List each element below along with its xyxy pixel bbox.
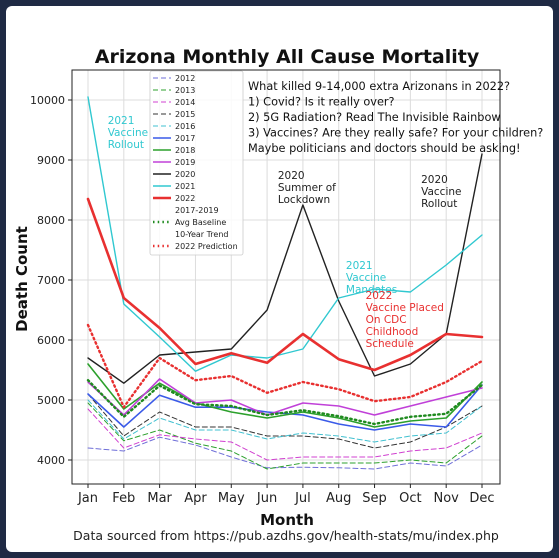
x-tick-label: Oct <box>399 491 421 506</box>
legend-label: 2015 <box>175 110 195 119</box>
legend-label: 2017 <box>175 134 195 143</box>
series-line <box>87 153 483 384</box>
commentary-line: 1) Covid? Is it really over? <box>248 96 395 109</box>
annotation-label: Rollout <box>108 139 144 151</box>
x-tick-label: Apr <box>184 491 207 506</box>
annotation-label: 2022 <box>366 290 393 302</box>
series-line <box>87 436 483 470</box>
series-line <box>87 96 483 372</box>
y-tick-label: 8000 <box>37 214 65 227</box>
y-tick-label: 7000 <box>37 274 65 287</box>
y-axis-ticks: 4000 5000 6000 7000 8000 9000 10000 <box>30 94 72 467</box>
x-tick-label: Dec <box>469 491 494 506</box>
annotation-label: Vaccine Placed <box>366 302 444 314</box>
legend-label: 2013 <box>175 86 195 95</box>
y-tick-label: 6000 <box>37 334 65 347</box>
annotation-label: Schedule <box>366 338 414 350</box>
y-tick-label: 5000 <box>37 394 65 407</box>
legend-label: 2020 <box>175 170 195 179</box>
legend-label: 2016 <box>175 122 195 131</box>
series-line <box>87 399 483 443</box>
series-line <box>86 197 484 372</box>
x-tick-label: Jan <box>77 491 98 506</box>
legend-label: 2019 <box>175 158 195 167</box>
legend-label: 2014 <box>175 98 195 107</box>
annotation-label: 2021 <box>346 260 373 272</box>
series-line <box>87 378 483 416</box>
legend-label: 10-Year Trend <box>175 230 229 239</box>
legend-label: 2022 <box>175 194 195 203</box>
commentary-text: What killed 9-14,000 extra Arizonans in … <box>248 80 543 155</box>
y-tick-label: 10000 <box>30 94 65 107</box>
x-tick-label: Sep <box>362 491 387 506</box>
commentary-line: Maybe politicians and doctors should be … <box>248 142 521 155</box>
x-axis-label: Month <box>260 511 314 529</box>
series-line <box>87 408 483 461</box>
annotation-label: 2020 <box>421 174 448 186</box>
commentary-line: 3) Vaccines? Are they really safe? For y… <box>248 127 543 140</box>
y-tick-label: 9000 <box>37 154 65 167</box>
series-line <box>87 393 483 449</box>
annotation-label: Lockdown <box>278 194 330 206</box>
legend-label: Avg Baseline <box>175 218 226 227</box>
legend-box <box>149 70 244 256</box>
grid-lines <box>72 70 500 484</box>
series-line <box>87 402 483 470</box>
series-line <box>86 379 484 426</box>
legend-label: 2018 <box>175 146 195 155</box>
annotation-label: Vaccine <box>346 272 386 284</box>
annotation-label: 2020 <box>278 170 305 182</box>
chart-title: Arizona Monthly All Cause Mortality <box>95 46 480 68</box>
x-tick-label: Mar <box>147 491 172 506</box>
source-note: Data sourced from https://pub.azdhs.gov/… <box>73 528 499 543</box>
chart-frame <box>6 6 553 552</box>
series-lines <box>86 96 484 470</box>
annotation-label: Summer of <box>278 182 336 194</box>
annotation-label: Mandates <box>346 284 397 296</box>
annotation-label: Rollout <box>421 198 457 210</box>
x-tick-label: Feb <box>112 491 135 506</box>
series-line <box>87 363 483 428</box>
x-tick-label: Jun <box>256 491 277 506</box>
annotation-label: On CDC <box>366 314 407 326</box>
legend-label: 2017-2019 <box>175 206 219 215</box>
legend: 2012 2013 2014 2015 2016 2017 2018 2019 2020 2021… <box>149 70 244 256</box>
annotation-label: 2021 <box>108 115 135 127</box>
x-tick-label: Jul <box>294 491 311 506</box>
x-tick-label: Nov <box>433 491 459 506</box>
commentary-line: 2) 5G Radiation? Read The Invisible Rain… <box>248 111 501 124</box>
plot-area <box>71 69 501 485</box>
x-tick-label: Aug <box>326 491 351 506</box>
commentary-line: What killed 9-14,000 extra Arizonans in … <box>248 80 510 93</box>
legend-label: 2021 <box>175 182 195 191</box>
series-line <box>86 323 484 409</box>
x-tick-label: May <box>218 491 245 506</box>
legend-label: 2012 <box>175 74 195 83</box>
y-axis-label: Death Count <box>13 226 31 332</box>
y-tick-label: 4000 <box>37 454 65 467</box>
annotation-label: Vaccine <box>421 186 461 198</box>
annotation-label: Childhood <box>366 326 419 338</box>
x-axis-ticks: Jan Feb Mar Apr May Jun Jul Aug Sep Oct Nov Dec <box>77 484 495 506</box>
annotation-label: Vaccine <box>108 127 148 139</box>
legend-label: 2022 Prediction <box>175 242 238 251</box>
